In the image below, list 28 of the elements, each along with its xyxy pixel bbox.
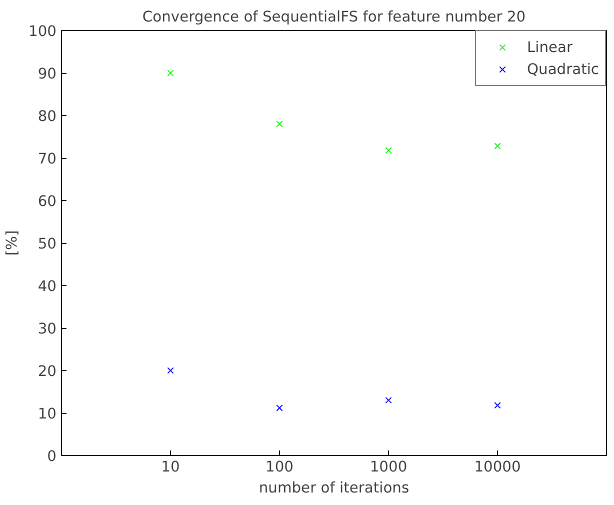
x-tick-label: 100 [266,458,294,476]
x-tick-label: 10 [161,458,180,476]
y-tick-label: 90 [38,66,57,82]
x-axis-title: number of iterations [258,480,410,496]
point [276,120,283,128]
y-tick-label: 100 [28,23,57,40]
point [385,396,392,404]
y-tick-label: 10 [38,406,57,422]
point [276,404,283,412]
point [167,70,174,76]
y-tick-label: 70 [38,150,57,168]
x-tick-label: 1000 [370,458,408,476]
y-axis-title: [%] [4,230,21,256]
x-tick-label: 10000 [474,458,521,476]
y-tick-label: 0 [47,448,57,465]
point [167,367,174,374]
chart-title: Convergence of SequentialFS for feature number 20 [142,8,526,26]
legend-label: Linear [527,38,573,56]
y-tick-label: 80 [38,108,57,125]
y-tick-label: 30 [38,320,57,338]
point [494,402,501,409]
y-tick-label: 40 [38,278,57,295]
y-tick-label: 60 [38,193,57,210]
y-tick-label: 50 [38,236,57,252]
y-tick-label: 20 [38,363,57,380]
legend-label: Quadratic [527,60,599,78]
point [494,142,501,150]
point [385,147,392,154]
